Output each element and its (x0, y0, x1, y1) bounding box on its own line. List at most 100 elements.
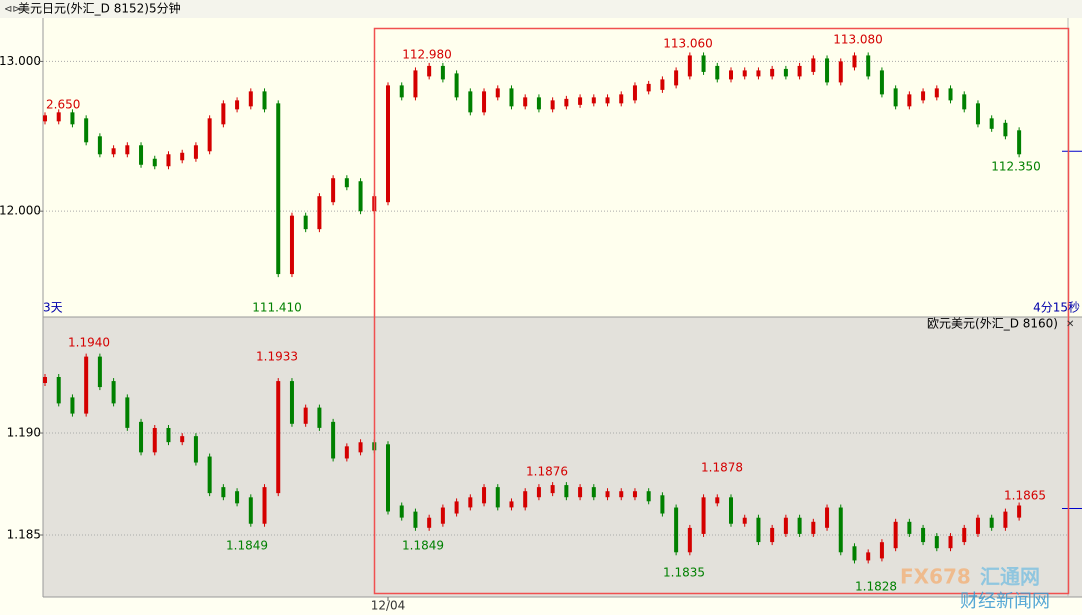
candle-body (687, 527, 692, 553)
candle-body (962, 94, 967, 110)
candle-body (578, 97, 583, 105)
candle-body (797, 517, 802, 534)
candle-body (879, 70, 884, 95)
candle-body (125, 397, 130, 428)
candle-body (303, 215, 308, 230)
annotation: 113.060 (663, 37, 713, 51)
candle-body (56, 112, 61, 122)
candle-body (248, 91, 253, 107)
candle-body (770, 68, 775, 77)
candle-body (893, 88, 898, 107)
candle-body (783, 517, 788, 534)
candle-body (701, 497, 706, 534)
candle-body (276, 381, 281, 494)
candle-body (687, 55, 692, 77)
candle-body (166, 154, 171, 167)
candle-body (317, 407, 322, 428)
candle-body (879, 542, 884, 559)
candle-body (948, 88, 953, 101)
candle-body (482, 487, 487, 504)
candle-body (276, 103, 281, 275)
candle-body (152, 158, 157, 167)
candle-body (180, 152, 185, 161)
candle-body (866, 552, 871, 561)
candle-body (605, 491, 610, 498)
candle-body (166, 427, 171, 443)
candle-body (152, 427, 157, 453)
candle-body (1017, 130, 1022, 155)
candle-body (43, 115, 47, 122)
candle-body (989, 517, 994, 528)
candle-body (591, 487, 596, 498)
candle-body (495, 487, 500, 508)
candle-body (660, 79, 665, 90)
candle-body (907, 521, 912, 534)
candle-body (578, 487, 583, 498)
candle-body (811, 58, 816, 72)
candle-body (427, 517, 432, 528)
candle-body (413, 70, 418, 98)
candle-body (893, 521, 898, 549)
annotation: 1.1876 (526, 465, 568, 479)
candle-body (221, 487, 226, 498)
candle-body (440, 65, 445, 80)
highlight-box (373, 27, 1070, 595)
candle-body (221, 103, 226, 125)
y-tick-label: 1.185 (7, 528, 41, 542)
candle-body (536, 487, 541, 498)
candle-body (619, 94, 624, 104)
candle-body (43, 377, 47, 383)
candle-body (125, 145, 130, 155)
candle-body (56, 377, 61, 404)
candle-body (948, 536, 953, 549)
annotation: 1.1835 (663, 566, 705, 580)
candle-body (852, 55, 857, 68)
candle-body (262, 487, 267, 524)
candle-body (84, 118, 89, 143)
candle-body (646, 83, 651, 92)
header-bar (0, 0, 1082, 18)
candle-body (742, 70, 747, 77)
candle-body (838, 61, 843, 83)
bottom-panel (43, 317, 1082, 597)
candle-body (70, 397, 75, 414)
annotation: 113.080 (833, 33, 883, 47)
candle-body (97, 356, 102, 388)
annotation: 2.650 (46, 98, 80, 112)
candle-body (413, 511, 418, 528)
candle-body (358, 181, 363, 212)
annotation: 112.350 (991, 160, 1041, 174)
candle-body (591, 97, 596, 104)
watermark-brand: FX678 (900, 565, 971, 589)
candle-body (262, 91, 267, 110)
candle-body (866, 55, 871, 77)
candle-body (715, 65, 720, 80)
candle-body (962, 527, 967, 543)
candle-body (975, 103, 980, 125)
candle-body (632, 491, 637, 498)
candle-body (523, 97, 528, 107)
annotation: 1.1878 (701, 461, 743, 475)
candle-body (289, 381, 294, 424)
candle-body (235, 491, 240, 504)
candle-body (811, 521, 816, 534)
close-icon[interactable]: ✕ (1066, 319, 1074, 330)
y-tick-label: 1.190 (7, 426, 41, 440)
candle-body (756, 517, 761, 543)
candle-body (838, 507, 843, 553)
candle-body (907, 94, 912, 107)
candle-body (495, 88, 500, 98)
candle-body (386, 444, 390, 512)
candle-body (564, 98, 569, 107)
header-title: 美元日元(外汇_D 8152)5分钟 (18, 1, 181, 16)
candle-body (289, 215, 294, 275)
candle-body (482, 91, 487, 113)
candle-body (632, 85, 637, 101)
candle-body (989, 118, 994, 129)
candle-body (427, 65, 432, 77)
candle-body (605, 97, 610, 104)
candle-body (139, 421, 144, 453)
candle-body (207, 118, 212, 152)
